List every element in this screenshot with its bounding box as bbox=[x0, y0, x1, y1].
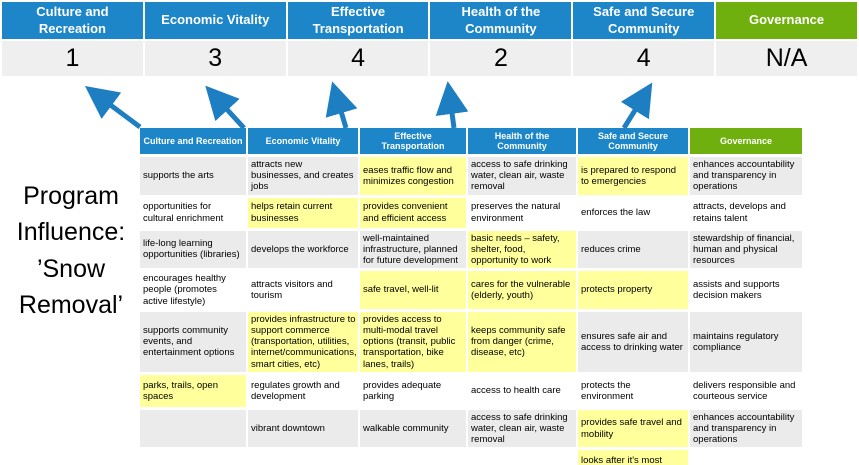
matrix-row: encourages healthy people (promotes acti… bbox=[140, 271, 806, 309]
matrix-cell-highlighted: helps retain current businesses bbox=[248, 197, 358, 228]
matrix-header-culture-and-recreation: Culture and Recreation bbox=[140, 128, 246, 154]
matrix-cell: protects the environment bbox=[578, 374, 688, 407]
matrix-cell: opportunities for cultural enrichment bbox=[140, 197, 246, 228]
matrix-cell-highlighted: provides safe travel and mobility bbox=[578, 409, 688, 448]
matrix-row: life-long learning opportunities (librar… bbox=[140, 230, 806, 269]
summary-header-health-of-the-community: Health of the Community bbox=[430, 2, 572, 39]
matrix-cell: enhances accountability and transparency… bbox=[690, 409, 802, 448]
matrix-cell: stewardship of financial, human and phys… bbox=[690, 230, 802, 269]
matrix-row: supports community events, and entertain… bbox=[140, 311, 806, 372]
matrix-cell-highlighted: safe travel, well-lit bbox=[360, 271, 466, 309]
matrix-header-health-of-the-community: Health of the Community bbox=[468, 128, 576, 154]
summary-header-culture-and-recreation: Culture and Recreation bbox=[2, 2, 143, 39]
matrix-cell: enhances accountability and transparency… bbox=[690, 157, 802, 195]
matrix-header-governance: Governance bbox=[690, 128, 802, 154]
matrix-cell-highlighted: keeps community safe from danger (crime,… bbox=[468, 311, 576, 372]
matrix-cell: access to safe drinking water, clean air… bbox=[468, 157, 576, 195]
summary-score-culture-and-recreation: 1 bbox=[2, 41, 143, 76]
matrix-header-economic-vitality: Economic Vitality bbox=[248, 128, 358, 154]
matrix-cell-highlighted: protects property bbox=[578, 271, 688, 309]
matrix-cell: develops the workforce bbox=[248, 230, 358, 269]
matrix-cell: access to health care bbox=[468, 374, 576, 407]
up-arrow-economic bbox=[205, 85, 246, 130]
influence-matrix: Culture and Recreation Economic Vitality E… bbox=[140, 128, 806, 465]
matrix-cell-highlighted: looks after it's most vulnerable bbox=[578, 450, 688, 465]
matrix-cell: preserves the natural environment bbox=[468, 197, 576, 228]
summary-header-safe-and-secure-community: Safe and Secure Community bbox=[573, 2, 715, 39]
matrix-cell: life-long learning opportunities (librar… bbox=[140, 230, 246, 269]
matrix-cell: well-maintained infrastructure, planned … bbox=[360, 230, 466, 269]
matrix-cell: assists and supports decision makers bbox=[690, 271, 802, 309]
matrix-cell: attracts, develops and retains talent bbox=[690, 197, 802, 228]
influence-arrows bbox=[84, 81, 653, 130]
matrix-header-row: Culture and Recreation Economic Vitality E… bbox=[140, 128, 806, 154]
summary-score-safe-and-secure-community: 4 bbox=[573, 41, 715, 76]
matrix-cell: walkable community bbox=[360, 409, 466, 448]
matrix-cell: maintains regulatory compliance bbox=[690, 311, 802, 372]
matrix-cell: access to safe drinking water, clean air… bbox=[468, 409, 576, 448]
matrix-cell bbox=[140, 450, 246, 465]
up-arrow-culture bbox=[84, 86, 142, 130]
matrix-cell: supports the arts bbox=[140, 157, 246, 195]
matrix-cell: delivers responsible and courteous servi… bbox=[690, 374, 802, 407]
matrix-row: vibrant downtown walkable community access… bbox=[140, 409, 806, 448]
matrix-cell-highlighted: is prepared to respond to emergencies bbox=[578, 157, 688, 195]
matrix-cell: regulates growth and development bbox=[248, 374, 358, 407]
matrix-cell-highlighted: provides access to multi-modal travel op… bbox=[360, 311, 466, 372]
matrix-cell-highlighted: cares for the vulnerable (elderly, youth… bbox=[468, 271, 576, 309]
matrix-cell: ensures safe air and access to drinking … bbox=[578, 311, 688, 372]
summary-score-economic-vitality: 3 bbox=[144, 41, 286, 76]
matrix-cell bbox=[360, 450, 466, 465]
summary-score-governance: N/A bbox=[716, 41, 857, 76]
matrix-cell: attracts new businesses, and creates job… bbox=[248, 157, 358, 195]
matrix-row: parks, trails, open spaces regulates grow… bbox=[140, 374, 806, 407]
summary-header-economic-vitality: Economic Vitality bbox=[144, 2, 286, 39]
up-arrow-transportation bbox=[325, 81, 358, 129]
matrix-body: supports the arts attracts new businesses… bbox=[140, 157, 806, 465]
matrix-cell: encourages healthy people (promotes acti… bbox=[140, 271, 246, 309]
matrix-row: looks after it's most vulnerable bbox=[140, 450, 806, 465]
summary-header-effective-transportation: Effective Transportation bbox=[287, 2, 429, 39]
matrix-cell bbox=[690, 450, 802, 465]
summary-scoreboard: Culture and Recreation Economic Vitality E… bbox=[2, 2, 857, 76]
matrix-cell-highlighted: basic needs – safety, shelter, food, opp… bbox=[468, 230, 576, 269]
matrix-cell-highlighted: parks, trails, open spaces bbox=[140, 374, 246, 407]
up-arrow-safe bbox=[620, 82, 653, 130]
summary-score-health-of-the-community: 2 bbox=[430, 41, 572, 76]
page-title: Program Influence: ’Snow Removal’ bbox=[16, 182, 126, 319]
matrix-cell: supports community events, and entertain… bbox=[140, 311, 246, 372]
matrix-cell: vibrant downtown bbox=[248, 409, 358, 448]
matrix-row: supports the arts attracts new businesses… bbox=[140, 157, 806, 195]
matrix-cell-highlighted: eases traffic flow and minimizes congest… bbox=[360, 157, 466, 195]
summary-header-governance: Governance bbox=[716, 2, 857, 39]
matrix-cell-highlighted: provides infrastructure to support comme… bbox=[248, 311, 358, 372]
matrix-cell bbox=[468, 450, 576, 465]
matrix-cell bbox=[140, 409, 246, 448]
summary-score-effective-transportation: 4 bbox=[287, 41, 429, 76]
matrix-cell: attracts visitors and tourism bbox=[248, 271, 358, 309]
matrix-cell: enforces the law bbox=[578, 197, 688, 228]
matrix-cell-highlighted: provides convenient and efficient access bbox=[360, 197, 466, 228]
matrix-header-safe-and-secure-community: Safe and Secure Community bbox=[578, 128, 688, 154]
matrix-row: opportunities for cultural enrichment hel… bbox=[140, 197, 806, 228]
matrix-cell: reduces crime bbox=[578, 230, 688, 269]
up-arrow-health bbox=[435, 81, 469, 129]
matrix-cell bbox=[248, 450, 358, 465]
matrix-header-effective-transportation: Effective Transportation bbox=[360, 128, 466, 154]
matrix-cell: provides adequate parking bbox=[360, 374, 466, 407]
